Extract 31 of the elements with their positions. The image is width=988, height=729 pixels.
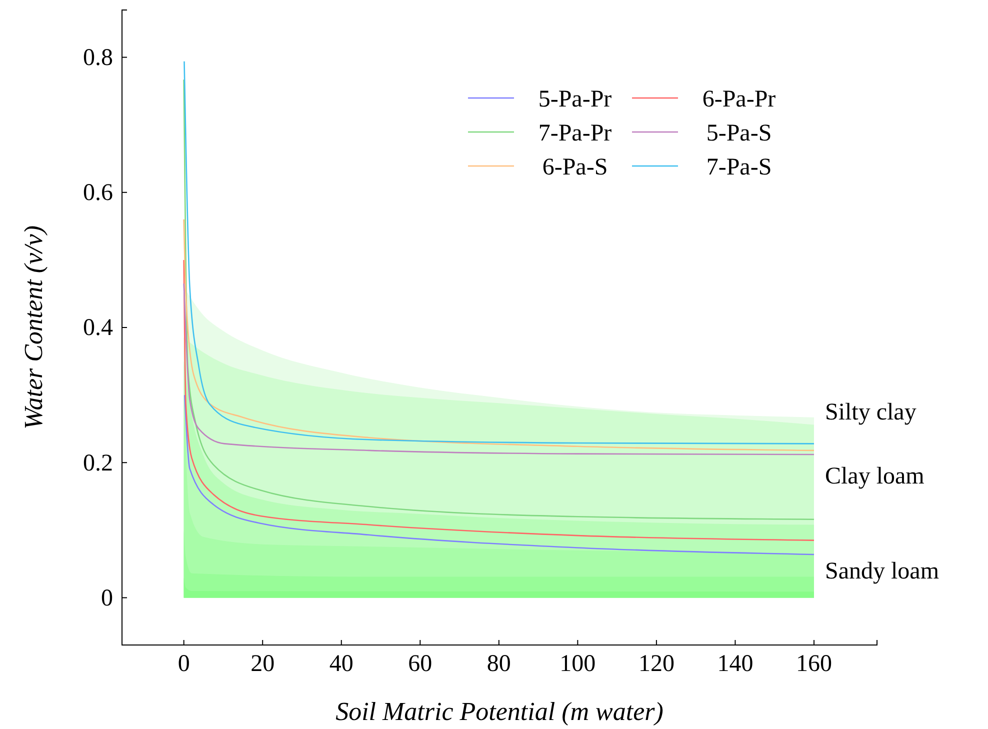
x-tick-label: 60: [408, 651, 432, 678]
legend-label: 5-Pa-S: [706, 120, 772, 146]
legend-label: 5-Pa-Pr: [538, 86, 612, 112]
y-tick-label: 0.6: [83, 180, 113, 206]
line-series: [184, 60, 815, 444]
line-series: [183, 282, 815, 456]
x-tick-label: 160: [796, 651, 832, 678]
x-tick-label: 0: [178, 651, 190, 678]
x-tick-label: 20: [250, 651, 275, 678]
line-series: [183, 218, 815, 452]
y-tick-label: 0.8: [83, 44, 113, 71]
x-tick-label: 120: [638, 651, 674, 678]
legend-label: 6-Pa-S: [542, 154, 608, 180]
x-tick-label: 80: [486, 651, 511, 678]
annotation: Clay loam: [825, 463, 925, 490]
y-axis-title: Water Content (v/v): [19, 225, 48, 430]
y-tick-label: 0.4: [83, 315, 113, 342]
x-tick-label: 40: [329, 651, 354, 678]
line-series: [184, 394, 815, 556]
line-series: [183, 78, 815, 520]
y-tick-label: 0.2: [83, 450, 113, 476]
x-axis-title: Soil Matric Potential (m water): [336, 697, 664, 726]
y-tick-label: 0: [101, 585, 113, 612]
x-tick-label: 100: [560, 651, 596, 678]
legend-label: 6-Pa-Pr: [702, 86, 776, 112]
annotation: Silty clay: [825, 399, 916, 426]
legend-label: 7-Pa-S: [706, 154, 772, 180]
line-series: [183, 259, 815, 541]
x-tick-label: 140: [717, 651, 754, 678]
annotation: Sandy loam: [825, 558, 940, 584]
legend-label: 7-Pa-Pr: [538, 120, 612, 146]
